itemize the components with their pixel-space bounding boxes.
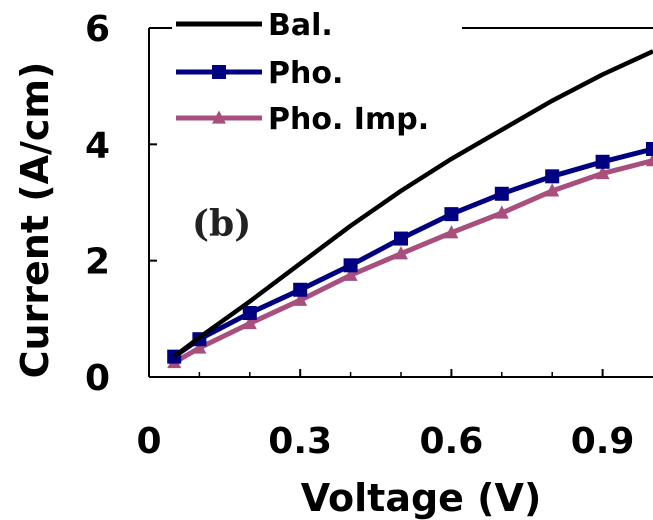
series-marker: [293, 282, 308, 297]
y-tick-label: 0: [85, 358, 110, 399]
series-marker: [212, 65, 226, 79]
legend-label: Pho.: [268, 56, 343, 91]
series-marker: [242, 306, 257, 321]
x-tick-label: 0: [136, 421, 161, 462]
series-marker: [545, 183, 560, 197]
x-tick-label: 0.3: [268, 421, 332, 462]
x-axis-title: Voltage (V): [301, 476, 542, 520]
y-tick-label: 2: [85, 242, 110, 283]
panel-annotation: (b): [192, 203, 251, 245]
series-marker: [343, 258, 358, 273]
series-marker: [242, 315, 257, 330]
y-axis-title: Current (A/cm): [13, 62, 57, 379]
series-marker: [394, 246, 408, 260]
series-marker: [595, 154, 610, 169]
series-marker: [646, 141, 653, 156]
series-marker: [343, 267, 358, 281]
legend: Bal. Pho. Pho. Imp.: [176, 8, 429, 137]
series-marker: [545, 169, 560, 184]
series-marker: [494, 186, 509, 201]
series-marker: [494, 205, 509, 219]
series-marker: [595, 165, 610, 180]
series-line: [172, 158, 653, 365]
y-tick-label: 6: [85, 9, 110, 50]
series-marker: [212, 110, 226, 124]
axis-ticks: 0 2 4 6 0 0.3 0.6 0.9: [85, 9, 635, 462]
x-tick-label: 0.6: [420, 421, 484, 462]
series-marker: [444, 207, 459, 222]
y-tick-label: 4: [85, 125, 110, 166]
series-0: [172, 49, 653, 359]
series-marker: [394, 231, 408, 246]
legend-label: Pho. Imp.: [268, 102, 429, 137]
series-line: [172, 49, 653, 359]
x-tick-label: 0.9: [571, 421, 635, 462]
series-marker: [646, 153, 653, 167]
series-marker: [444, 225, 459, 239]
series-marker: [192, 340, 207, 354]
series-layer: [167, 49, 653, 369]
legend-label: Bal.: [268, 8, 333, 43]
series-marker: [293, 292, 308, 306]
